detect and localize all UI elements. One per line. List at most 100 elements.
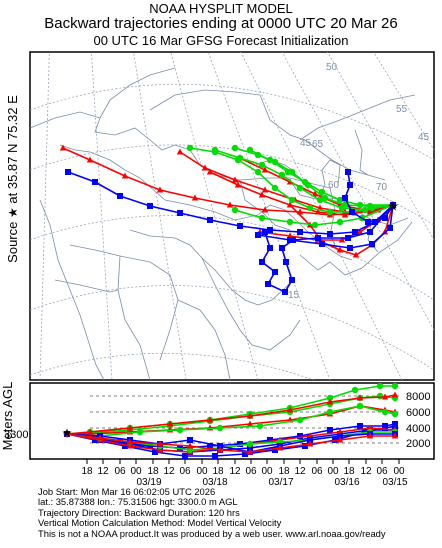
- square-marker: [267, 245, 273, 251]
- time-tick-label: 18: [81, 466, 93, 477]
- triangle-marker: [306, 440, 314, 447]
- triangle-marker: [166, 420, 174, 427]
- triangle-marker: [261, 166, 269, 173]
- time-tick-label: 18: [212, 466, 224, 477]
- country-border: [117, 255, 151, 380]
- square-marker: [345, 169, 351, 175]
- circle-marker: [231, 144, 239, 152]
- triangle-marker: [246, 448, 254, 455]
- vertical-trajectories: [63, 383, 399, 459]
- triangle-marker: [356, 394, 364, 401]
- lon-label-60: 60: [328, 180, 340, 191]
- circle-marker: [256, 422, 264, 430]
- lon-label-65: 65: [312, 139, 324, 150]
- country-border: [299, 94, 416, 141]
- square-marker: [92, 179, 98, 185]
- lon-label-55: 55: [396, 104, 408, 115]
- square-marker: [267, 227, 273, 233]
- triangle-marker: [126, 442, 134, 449]
- circle-marker: [284, 168, 292, 176]
- square-marker: [242, 451, 248, 457]
- square-marker: [287, 237, 293, 243]
- time-tick-label: 00: [196, 466, 208, 477]
- circle-marker: [288, 196, 296, 204]
- country-border: [259, 94, 386, 181]
- circle-marker: [356, 402, 364, 410]
- square-marker: [297, 433, 303, 439]
- circle-marker: [326, 408, 334, 416]
- time-tick-label: 00: [393, 466, 405, 477]
- time-tick-labels: 18 12 06 00 18 12 06 00 18 12 06 00 18 12 06 00 18 12 06 00: [81, 466, 405, 477]
- triangle-marker: [338, 236, 346, 243]
- lon-label-50: 50: [326, 62, 338, 73]
- square-marker: [357, 423, 363, 429]
- country-border: [177, 299, 231, 380]
- circle-marker: [376, 383, 384, 390]
- time-tick-label: 00: [261, 466, 273, 477]
- square-marker: [367, 229, 373, 235]
- triangle-marker: [366, 432, 374, 439]
- circle-marker: [321, 194, 329, 202]
- triangle-marker: [63, 430, 71, 437]
- coastline: [39, 199, 105, 380]
- triangle-marker: [336, 436, 344, 443]
- square-marker: [217, 443, 223, 449]
- square-marker: [237, 441, 243, 447]
- map-trajectories: [59, 144, 397, 295]
- triangle-marker: [156, 440, 164, 447]
- square-marker: [207, 443, 213, 449]
- circle-marker: [211, 146, 219, 154]
- map-panel: 70 65 60 55 50 45 15 45 ★: [29, 51, 435, 381]
- circle-marker: [326, 394, 334, 402]
- y-tick-4000: 4000: [406, 423, 430, 435]
- parallel-line: [30, 83, 434, 161]
- circle-marker: [341, 201, 349, 209]
- country-border: [367, 219, 379, 253]
- circle-marker: [258, 161, 266, 169]
- circle-marker: [286, 218, 294, 226]
- circle-marker: [296, 184, 304, 192]
- y-tick-2000: 2000: [406, 438, 430, 450]
- triangle-marker: [356, 228, 364, 235]
- triangle-marker: [381, 393, 389, 400]
- circle-marker: [306, 204, 314, 212]
- date-label: 03/19: [136, 477, 161, 488]
- circle-marker: [391, 383, 399, 390]
- trajectory-line: [66, 433, 395, 453]
- time-tick-label: 18: [343, 466, 355, 477]
- square-marker: [327, 231, 333, 237]
- triangle-marker: [126, 424, 134, 431]
- time-tick-label: 18: [147, 466, 159, 477]
- meridian-line: [373, 52, 434, 151]
- time-tick-label: 00: [130, 466, 142, 477]
- blue-trajectory: [255, 202, 396, 251]
- meridian-line: [327, 52, 434, 241]
- triangle-marker: [261, 186, 269, 193]
- triangle-marker: [126, 438, 134, 445]
- date-label: 03/15: [382, 477, 407, 488]
- triangle-marker: [226, 201, 234, 208]
- square-marker: [265, 281, 271, 287]
- meridian-line: [133, 52, 187, 380]
- square-marker: [289, 277, 295, 283]
- model-title: NOAA HYSPLIT MODEL: [149, 1, 293, 16]
- triangle-marker: [234, 181, 242, 188]
- square-marker: [267, 437, 273, 443]
- circle-marker: [301, 178, 309, 186]
- trajectory-line: [249, 149, 393, 206]
- meridian-line: [240, 52, 403, 380]
- triangle-marker: [231, 176, 239, 183]
- lon-label-70: 70: [376, 182, 388, 193]
- time-tick-label: 18: [278, 466, 290, 477]
- country-border: [69, 244, 179, 361]
- square-marker: [207, 217, 213, 223]
- time-tick-label: 06: [245, 466, 257, 477]
- circle-marker: [361, 206, 369, 214]
- map-graticule: [30, 52, 434, 380]
- lat-label-15: 15: [288, 290, 300, 301]
- square-marker: [352, 229, 358, 235]
- country-border: [354, 129, 369, 176]
- vertical-motion-method: Vertical Motion Calculation Method: Mode…: [38, 517, 282, 529]
- square-marker: [315, 235, 321, 241]
- triangle-marker: [201, 164, 209, 171]
